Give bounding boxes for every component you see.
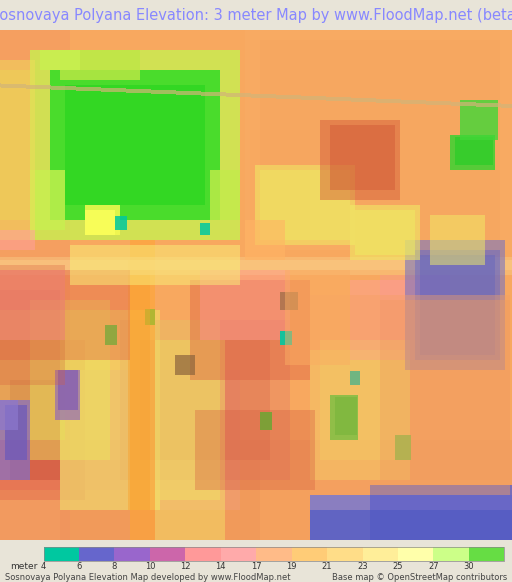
Text: 17: 17 (251, 562, 262, 572)
Bar (256, 547, 292, 561)
Text: Sosnovaya Polyana Elevation: 3 meter Map by www.FloodMap.net (beta): Sosnovaya Polyana Elevation: 3 meter Map… (0, 8, 512, 23)
Text: Sosnovaya Polyana Elevation Map developed by www.FloodMap.net: Sosnovaya Polyana Elevation Map develope… (5, 573, 291, 582)
Text: 25: 25 (393, 562, 403, 572)
Text: 10: 10 (144, 562, 155, 572)
Text: 12: 12 (180, 562, 190, 572)
Bar (150, 547, 185, 561)
Text: 8: 8 (112, 562, 117, 572)
Bar (79, 547, 114, 561)
Text: meter: meter (10, 562, 37, 572)
Bar (114, 547, 150, 561)
Text: 30: 30 (463, 562, 474, 572)
Bar (434, 547, 469, 561)
Text: 21: 21 (322, 562, 332, 572)
Bar (362, 547, 398, 561)
Bar (292, 547, 327, 561)
Bar (398, 547, 434, 561)
Bar (44, 547, 504, 561)
Text: 19: 19 (286, 562, 297, 572)
Text: 4: 4 (41, 562, 46, 572)
Bar (185, 547, 221, 561)
Text: 27: 27 (428, 562, 439, 572)
Bar (221, 547, 256, 561)
Text: 6: 6 (76, 562, 81, 572)
Text: Base map © OpenStreetMap contributors: Base map © OpenStreetMap contributors (332, 573, 507, 582)
Bar (44, 547, 79, 561)
Bar (327, 547, 362, 561)
Text: 23: 23 (357, 562, 368, 572)
Bar (469, 547, 504, 561)
Text: 14: 14 (216, 562, 226, 572)
